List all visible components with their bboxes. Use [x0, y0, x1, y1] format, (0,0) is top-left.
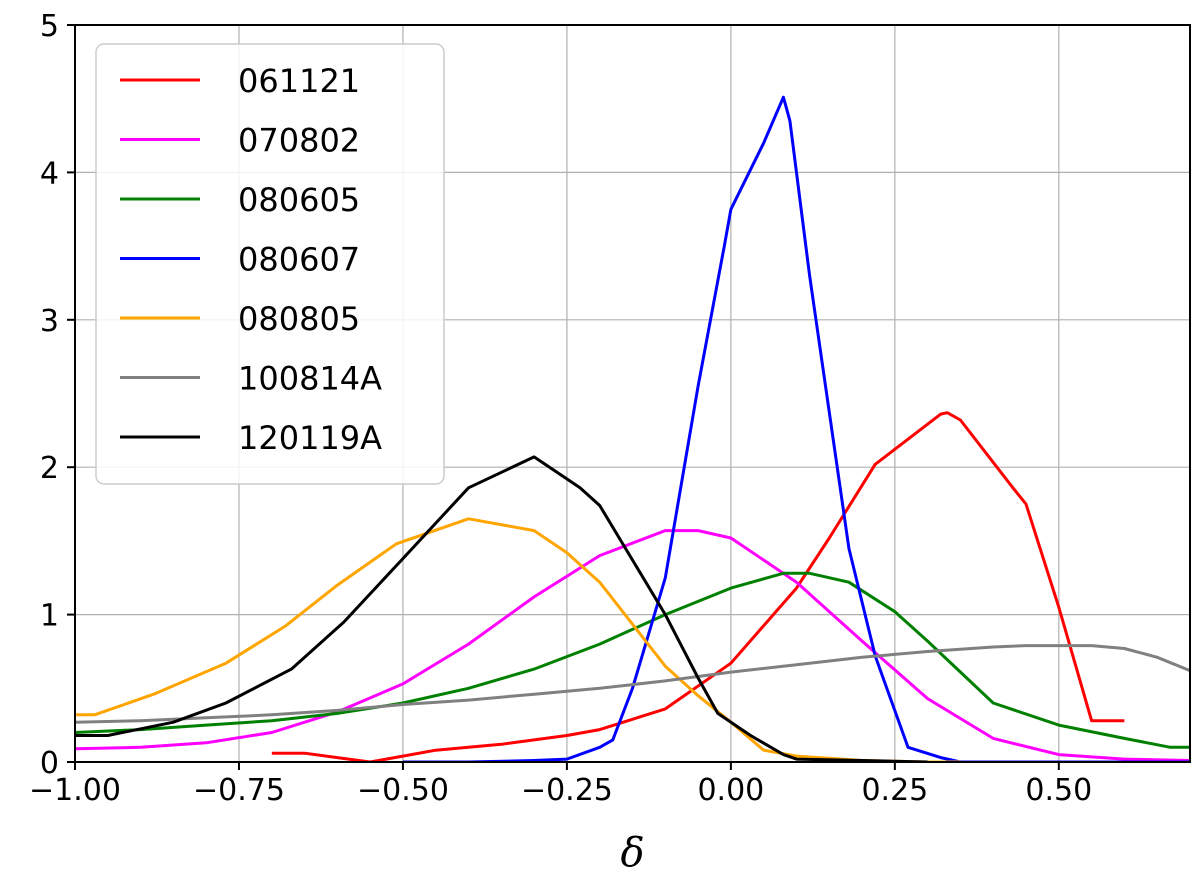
legend-label: 080805: [238, 300, 360, 338]
y-tick-label: 1: [40, 599, 59, 634]
x-tick-label: −1.00: [29, 773, 121, 808]
legend-box: [95, 43, 445, 485]
y-tick-label: 4: [40, 156, 59, 191]
x-tick-label: −0.50: [357, 773, 449, 808]
series-line-080605: [75, 571, 1190, 749]
legend-label: 080607: [238, 241, 360, 279]
series-line-120119A: [75, 455, 928, 762]
x-tick-label: 0.50: [1025, 773, 1092, 808]
series-line-070802: [75, 529, 1190, 762]
y-tick-label: 0: [40, 746, 59, 781]
series-line-080607: [402, 95, 1190, 762]
x-tick-label: −0.75: [193, 773, 285, 808]
x-axis-label: δ: [620, 830, 644, 876]
series-lines: [75, 95, 1190, 762]
series-line-061121: [271, 411, 1125, 762]
series-line-080805: [75, 517, 961, 762]
y-axis-ticks: 0 1 2 3 4 5: [40, 9, 75, 781]
y-tick-label: 3: [40, 304, 59, 339]
x-tick-label: 0.25: [861, 773, 928, 808]
legend-label: 100814A: [238, 360, 382, 398]
x-tick-label: 0.00: [697, 773, 764, 808]
legend-label: 080605: [238, 181, 360, 219]
legend: 061121 070802 080605 080607 080805 100814A 120…: [95, 43, 445, 485]
legend-label: 061121: [238, 62, 360, 100]
y-tick-label: 5: [40, 9, 59, 44]
legend-label: 070802: [238, 122, 360, 160]
legend-label: 120119A: [238, 419, 382, 457]
y-tick-label: 2: [40, 451, 59, 486]
plot-frame: [74, 24, 1191, 763]
x-tick-label: −0.25: [521, 773, 613, 808]
x-axis-ticks: −1.00 −0.75 −0.50 −0.25 0.00 0.25 0.50: [29, 762, 1092, 808]
series-line-100814A: [75, 644, 1190, 724]
